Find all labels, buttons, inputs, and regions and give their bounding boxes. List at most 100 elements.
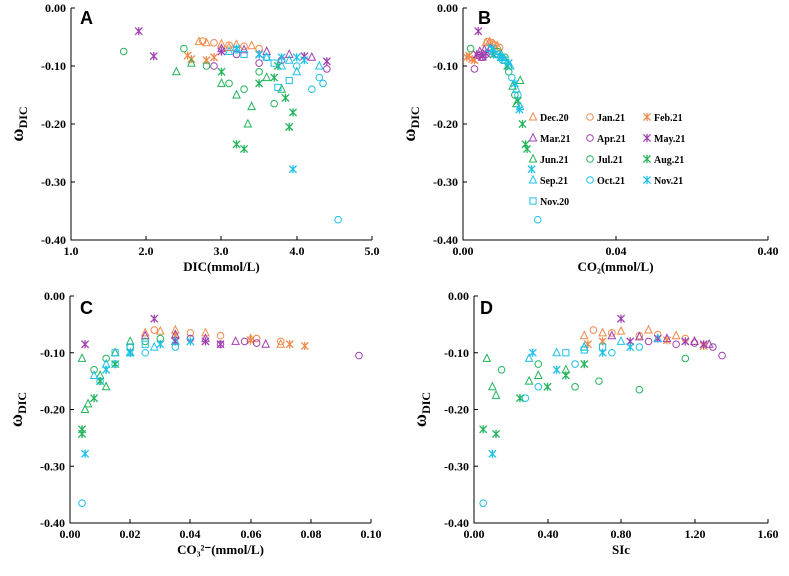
- legend-label: Nov.20: [540, 197, 569, 208]
- data-point-jan-21: [198, 37, 207, 45]
- data-point-may-21: [616, 314, 626, 323]
- data-point-jan-21: [495, 43, 504, 52]
- data-point-jan-21: [252, 334, 261, 343]
- x-tick-label: 3.0: [214, 244, 229, 258]
- legend-marker: [529, 197, 537, 205]
- data-point-sep-21: [149, 341, 159, 351]
- data-point-dec-20: [247, 40, 257, 50]
- data-point-sep-21: [292, 66, 302, 76]
- data-point-jul-21: [202, 62, 211, 70]
- data-point-nov-20: [562, 349, 570, 357]
- data-point-jun-21: [83, 398, 93, 408]
- data-point-nov-21: [552, 365, 561, 374]
- data-point-jan-21: [150, 326, 159, 334]
- data-point-jul-21: [534, 360, 543, 368]
- x-tick-label: 0.04: [606, 244, 627, 258]
- data-point-apr-21: [709, 343, 717, 351]
- panel-letter: A: [80, 8, 93, 28]
- x-tick-label: 0.10: [361, 527, 382, 541]
- legend-marker: [528, 132, 538, 142]
- legend-marker: [586, 176, 594, 184]
- data-point-dec-20: [217, 38, 226, 48]
- data-point-jul-21: [119, 47, 128, 56]
- x-tick-label: 0.00: [60, 527, 81, 541]
- data-point-jul-21: [681, 354, 690, 363]
- data-point-nov-21: [488, 449, 497, 458]
- y-tick-label: 0.00: [448, 289, 469, 303]
- legend-label: Oct.21: [597, 176, 625, 187]
- x-tick-label: 2.0: [139, 244, 154, 258]
- data-point-oct-21: [608, 348, 616, 357]
- data-point-oct-21: [479, 499, 487, 507]
- data-point-oct-21: [308, 85, 316, 93]
- data-point-sep-21: [653, 333, 663, 343]
- y-tick-label: 0.00: [45, 1, 66, 15]
- data-point-nov-20: [141, 340, 149, 348]
- x-tick-label: 5.0: [365, 244, 380, 258]
- data-point-dec-20: [202, 37, 211, 47]
- data-point-may-21: [474, 27, 483, 36]
- data-point-oct-21: [96, 377, 104, 385]
- y-tick-label: -0.20: [444, 403, 469, 417]
- legend-marker: [528, 111, 538, 121]
- y-axis-label: ωDIC: [6, 392, 29, 427]
- legend-item: Jan.21: [586, 113, 625, 124]
- data-point-mar-21: [140, 330, 150, 340]
- data-point-mar-21: [284, 49, 294, 58]
- data-point-jul-21: [635, 385, 644, 394]
- x-tick-label: 1.0: [64, 244, 79, 258]
- panel-d: 0.00-0.10-0.20-0.30-0.400.00 0.40 0.80 1.20…: [410, 289, 779, 557]
- data-point-aug-21: [281, 93, 290, 102]
- data-point-apr-21: [672, 340, 680, 349]
- data-point-dec-20: [276, 338, 286, 348]
- y-tick-label: -0.40: [444, 516, 469, 530]
- data-point-jan-21: [210, 39, 218, 47]
- panel-b: 0.00-0.10-0.20-0.30-0.400.00 0.04 0.40CO₂(…: [399, 1, 779, 274]
- legend-label: Jul.21: [597, 155, 623, 166]
- x-axis-label: CO₂(mmol/L): [577, 259, 653, 274]
- panel-letter: C: [80, 298, 93, 318]
- data-point-jun-21: [491, 389, 501, 399]
- data-point-dec-20: [579, 330, 589, 340]
- x-tick-label: 0.80: [611, 527, 632, 541]
- data-point-sep-21: [314, 60, 324, 70]
- data-point-oct-21: [571, 360, 579, 368]
- data-point-nov-21: [232, 44, 241, 53]
- legend-label: Nov.21: [654, 176, 683, 187]
- data-point-dec-20: [224, 42, 234, 51]
- legend-label: Sep.21: [540, 176, 568, 187]
- x-axis-label: SIc: [612, 542, 630, 557]
- legend-item: Nov.20: [529, 197, 569, 208]
- y-axis-label: ωDIC: [410, 392, 433, 427]
- x-tick-label: 1.60: [758, 527, 779, 541]
- data-point-jun-21: [186, 57, 196, 67]
- data-point-may-21: [80, 340, 90, 349]
- x-tick-label: 0.06: [241, 527, 262, 541]
- data-point-jan-21: [608, 329, 616, 337]
- data-point-sep-21: [284, 54, 294, 64]
- data-point-mar-21: [239, 44, 249, 54]
- legend-marker: [528, 174, 538, 184]
- legend-item: Nov.21: [642, 175, 683, 187]
- legend-marker: [642, 175, 652, 185]
- data-point-oct-21: [262, 53, 271, 62]
- x-tick-label: 0.08: [301, 527, 322, 541]
- legend-marker: [642, 133, 652, 143]
- data-point-jun-21: [217, 78, 226, 87]
- legend-item: Mar.21: [528, 132, 570, 145]
- x-tick-label: 1.20: [685, 527, 706, 541]
- data-point-feb-21: [662, 336, 671, 345]
- data-point-mar-21: [634, 331, 644, 341]
- data-point-mar-21: [690, 336, 699, 345]
- data-point-may-21: [322, 57, 331, 66]
- data-point-sep-21: [511, 83, 521, 93]
- data-point-nov-21: [515, 105, 524, 114]
- y-tick-label: -0.30: [444, 459, 469, 473]
- data-point-jun-21: [232, 89, 241, 99]
- data-point-aug-21: [543, 382, 552, 391]
- data-point-oct-21: [171, 343, 180, 351]
- y-tick-label: -0.40: [433, 233, 458, 247]
- legend-label: May.21: [654, 134, 685, 145]
- legend-item: Jul.21: [586, 155, 623, 166]
- legend: Dec.20 Jan.21 Feb.21 Mar.21 Apr.21 May.21 Jun.…: [528, 111, 685, 208]
